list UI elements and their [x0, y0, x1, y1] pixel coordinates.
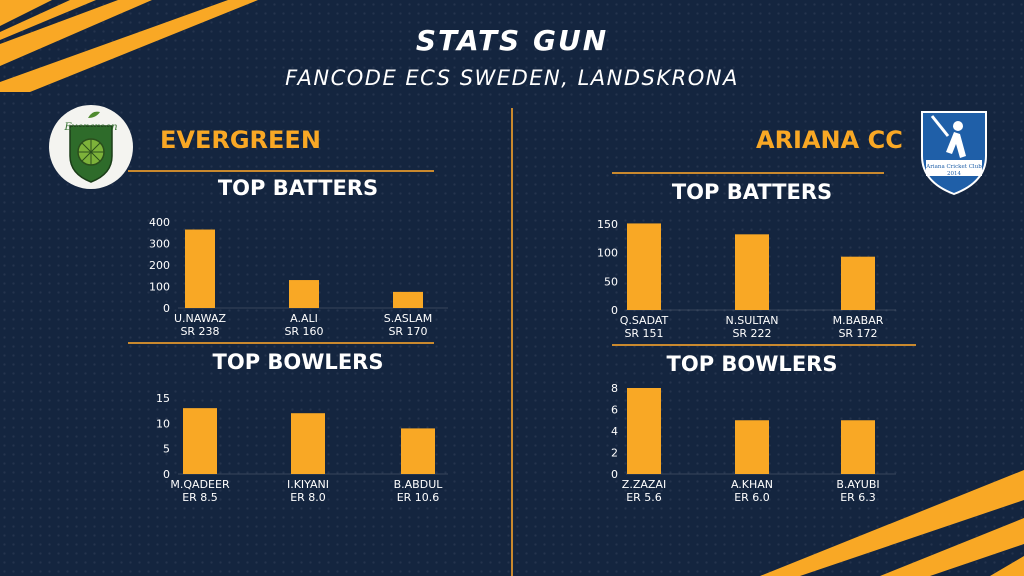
bar: [841, 420, 875, 474]
category-label: B.ABDUL: [394, 478, 444, 491]
y-tick-label: 10: [156, 417, 170, 430]
bar: [735, 234, 769, 310]
y-tick-label: 0: [611, 468, 618, 481]
category-sublabel: SR 160: [284, 325, 323, 338]
category-sublabel: SR 172: [838, 327, 877, 340]
bar: [289, 280, 319, 308]
category-sublabel: SR 151: [624, 327, 663, 340]
category-sublabel: ER 8.0: [290, 491, 326, 504]
y-tick-label: 300: [149, 238, 170, 251]
category-label: A.KHAN: [731, 478, 773, 491]
left-batters-heading: TOP BATTERS: [217, 176, 379, 200]
category-label: B.AYUBI: [836, 478, 879, 491]
bar: [291, 413, 325, 474]
team-name-left: EVERGREEN: [160, 126, 321, 154]
ariana-cricket-club-logo-icon: Ariana Cricket Club 2014: [921, 111, 987, 196]
bar: [393, 291, 423, 308]
y-tick-label: 5: [163, 443, 170, 456]
y-tick-label: 0: [163, 468, 170, 481]
center-divider: [511, 108, 513, 576]
bar: [183, 408, 217, 474]
ariana-logo-text: Ariana Cricket Club: [925, 164, 982, 170]
category-sublabel: SR 222: [732, 327, 771, 340]
category-label: I.KIYANI: [287, 478, 329, 491]
y-tick-label: 15: [156, 392, 170, 405]
left-top-rule: [128, 170, 434, 172]
y-tick-label: 150: [597, 218, 618, 231]
category-label: N.SULTAN: [726, 314, 779, 327]
evergreen-club-logo-icon: Evergreen: [49, 105, 133, 189]
right-mid-rule: [612, 344, 916, 346]
category-sublabel: ER 6.0: [734, 491, 770, 504]
right-bowlers-heading: TOP BOWLERS: [666, 352, 838, 376]
y-tick-label: 400: [149, 216, 170, 229]
bar: [841, 256, 875, 310]
category-sublabel: SR 238: [180, 325, 219, 338]
bar: [185, 229, 215, 308]
y-tick-label: 0: [611, 304, 618, 317]
category-sublabel: ER 6.3: [840, 491, 876, 504]
y-tick-label: 50: [604, 275, 618, 288]
bar: [401, 428, 435, 474]
category-sublabel: SR 170: [388, 325, 427, 338]
bar: [627, 223, 661, 310]
category-label: A.ALI: [290, 312, 318, 325]
category-sublabel: ER 8.5: [182, 491, 218, 504]
y-tick-label: 200: [149, 259, 170, 272]
y-tick-label: 2: [611, 447, 618, 460]
category-label: Q.SADAT: [620, 314, 669, 327]
category-label: S.ASLAM: [384, 312, 432, 325]
evergreen-logo-text: Evergreen: [63, 122, 117, 133]
y-tick-label: 100: [597, 247, 618, 260]
left-mid-rule: [128, 342, 434, 344]
team-name-right: ARIANA CC: [756, 126, 903, 154]
category-label: M.QADEER: [170, 478, 230, 491]
bar: [735, 420, 769, 474]
category-label: Z.ZAZAI: [622, 478, 666, 491]
bottom-right-stripes: [760, 470, 1024, 576]
y-tick-label: 100: [149, 281, 170, 294]
right-top-rule: [612, 172, 884, 174]
bar: [627, 388, 661, 474]
right-batters-heading: TOP BATTERS: [671, 180, 833, 204]
category-label: M.BABAR: [833, 314, 884, 327]
y-tick-label: 8: [611, 382, 618, 395]
category-label: U.NAWAZ: [174, 312, 226, 325]
ariana-logo-year: 2014: [947, 171, 961, 177]
y-tick-label: 6: [611, 404, 618, 417]
left-bowlers-heading: TOP BOWLERS: [212, 350, 384, 374]
top-left-stripes: [0, 0, 258, 92]
page-title: STATS GUN: [415, 24, 609, 57]
category-sublabel: ER 10.6: [397, 491, 440, 504]
page-subtitle: FANCODE ECS SWEDEN, LANDSKRONA: [285, 66, 739, 90]
y-tick-label: 4: [611, 425, 618, 438]
category-sublabel: ER 5.6: [626, 491, 662, 504]
y-tick-label: 0: [163, 302, 170, 315]
